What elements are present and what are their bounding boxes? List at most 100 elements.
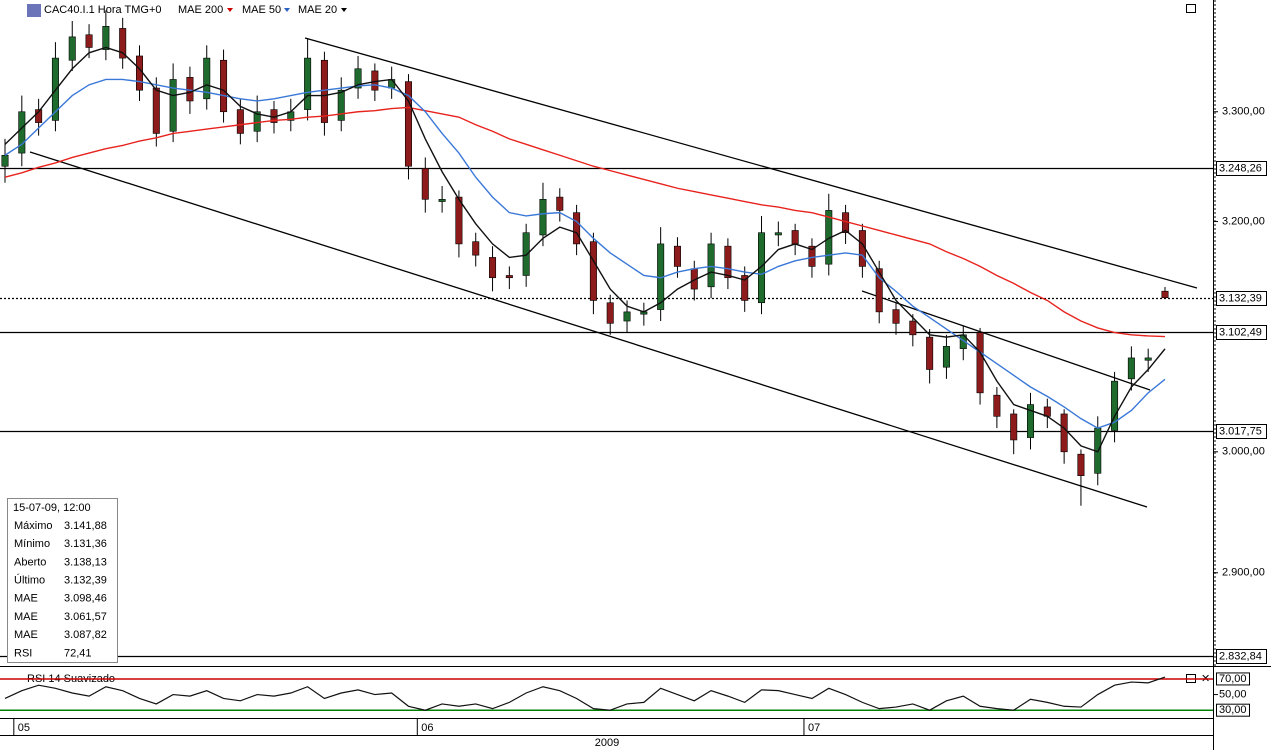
info-panel xyxy=(7,498,118,663)
y-tick-label: 3.300,00 xyxy=(1222,106,1265,118)
candle-body xyxy=(539,199,547,236)
trend-line xyxy=(304,37,1198,289)
candle-body xyxy=(102,25,110,50)
info-label: MAE xyxy=(14,629,38,641)
candle-body xyxy=(35,109,43,123)
x-year-label: 2009 xyxy=(595,737,619,749)
candle-body xyxy=(909,320,917,336)
info-value: 3.098,46 xyxy=(64,593,107,605)
candle-body xyxy=(421,168,429,200)
info-rows: Máximo 3.141,88 Mínimo 3.131,36 Aberto 3.138,… xyxy=(14,520,107,659)
candle-body xyxy=(169,79,177,132)
candle-body xyxy=(1,154,9,167)
candle-body xyxy=(1077,453,1085,476)
info-label: Mínimo xyxy=(14,538,50,550)
candle-body xyxy=(774,232,782,236)
candle-body xyxy=(404,81,412,167)
rsi-tick-label: 70,00 xyxy=(1219,673,1247,685)
dropdown-arrow[interactable] xyxy=(227,8,233,12)
candle-body xyxy=(623,311,631,322)
candle-body xyxy=(942,346,950,368)
candle-body xyxy=(724,245,732,279)
candle-body xyxy=(472,241,480,256)
rsi-line xyxy=(4,676,1166,711)
candle-body xyxy=(220,59,228,113)
candle-body xyxy=(455,196,463,245)
candle-body xyxy=(18,111,26,154)
logo xyxy=(27,4,41,17)
trend-line xyxy=(29,151,1148,508)
candle-body xyxy=(1010,413,1018,441)
candle-body xyxy=(606,302,614,324)
dropdown-arrow[interactable] xyxy=(341,8,347,12)
candle-body xyxy=(1060,413,1068,453)
candle-body xyxy=(505,275,513,279)
rsi-tick-label: 30,00 xyxy=(1219,704,1247,716)
info-value: 3.132,39 xyxy=(64,575,107,587)
info-label: Último xyxy=(14,574,45,587)
legend-entry[interactable]: MAE 20 xyxy=(298,4,337,16)
y-tick-label: 3.000,00 xyxy=(1222,446,1265,458)
candle-body xyxy=(304,57,312,110)
candle-body xyxy=(875,268,883,313)
candle-body xyxy=(522,232,530,276)
level-label-box xyxy=(1216,649,1267,664)
chart-title: CAC40.I.1 Hora TMG+0 xyxy=(44,4,161,16)
level-label-box xyxy=(1216,424,1267,439)
info-label: MAE xyxy=(14,593,38,605)
level-label: 3.132,39 xyxy=(1219,292,1262,304)
candle-body xyxy=(371,70,379,91)
ma-line xyxy=(4,46,1166,453)
candle-body xyxy=(85,34,93,48)
level-label-box xyxy=(1216,703,1250,717)
level-label: 2.832,84 xyxy=(1219,650,1262,662)
legend-entry[interactable]: MAE 50 xyxy=(242,4,281,16)
candle-body xyxy=(1027,404,1035,438)
candle-body xyxy=(993,394,1001,417)
info-title: 15-07-09, 12:00 xyxy=(13,502,91,514)
candle-body xyxy=(892,309,900,324)
rsi-tick-label: 50,00 xyxy=(1219,688,1247,700)
info-label: RSI xyxy=(14,647,32,659)
plot-area xyxy=(0,10,1213,658)
candle-body xyxy=(791,230,799,245)
candle-body xyxy=(1144,357,1152,361)
x-tick-label: 05 xyxy=(18,722,30,734)
candle-body xyxy=(236,109,244,134)
level-label-box xyxy=(1216,161,1267,176)
legend-entry[interactable]: MAE 200 xyxy=(178,4,223,16)
info-value: 3.087,82 xyxy=(64,629,107,641)
candle-body xyxy=(119,28,127,59)
candle-body xyxy=(1127,357,1135,380)
candle-body xyxy=(489,257,497,279)
candle-body xyxy=(758,232,766,304)
candle-body xyxy=(186,77,194,102)
level-label: 3.017,75 xyxy=(1219,425,1262,437)
candle-body xyxy=(354,68,362,89)
candle-body xyxy=(556,196,564,211)
candle-body xyxy=(1111,380,1119,431)
candle-body xyxy=(926,336,934,370)
info-value: 3.141,88 xyxy=(64,520,107,532)
candle-body xyxy=(438,199,446,202)
candle-body xyxy=(976,332,984,394)
y-tick-label: 3.200,00 xyxy=(1222,215,1265,227)
dropdown-arrow[interactable] xyxy=(284,8,290,12)
y-tick-label: 2.900,00 xyxy=(1222,567,1265,579)
level-label-box xyxy=(1216,325,1267,340)
level-label-box xyxy=(1216,672,1250,686)
candle-body xyxy=(741,275,749,301)
info-label: MAE xyxy=(14,611,38,623)
level-label: 3.248,26 xyxy=(1219,162,1262,174)
candle-body xyxy=(573,212,581,245)
candle-body xyxy=(388,79,396,89)
candle-body xyxy=(152,87,160,134)
candle-body xyxy=(135,55,143,91)
maximize-button[interactable] xyxy=(1186,4,1196,13)
x-tick-label: 07 xyxy=(808,722,820,734)
level-label-box xyxy=(1216,291,1267,306)
info-value: 3.061,57 xyxy=(64,611,107,623)
x-tick-label: 06 xyxy=(421,722,433,734)
